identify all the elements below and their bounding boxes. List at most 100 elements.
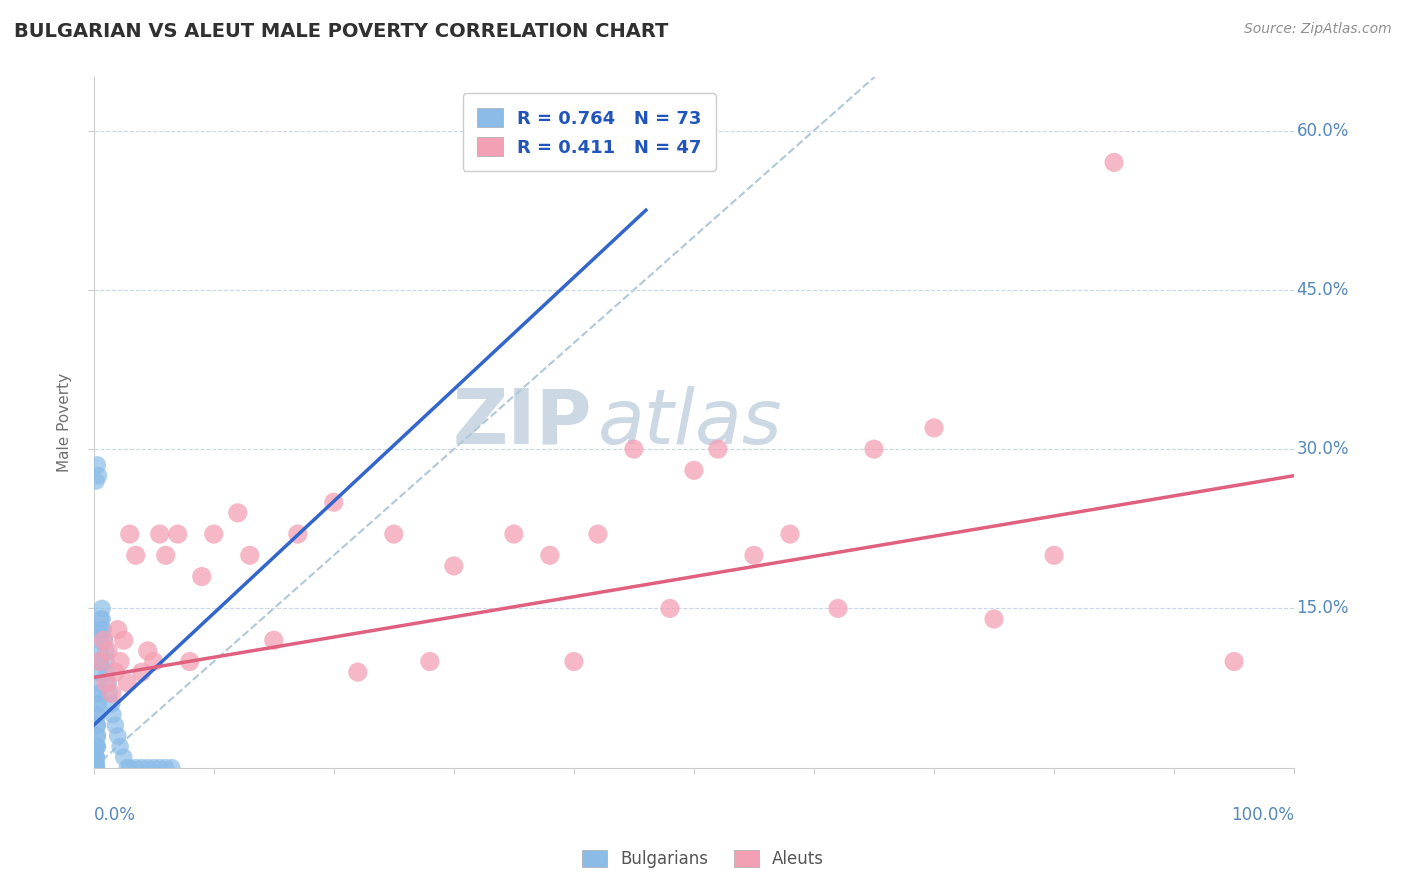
Legend: Bulgarians, Aleuts: Bulgarians, Aleuts	[575, 843, 831, 875]
Point	[84, 750, 107, 764]
Point	[84, 761, 107, 775]
Point	[166, 527, 188, 541]
Point	[94, 675, 117, 690]
Point	[84, 750, 107, 764]
Point	[190, 569, 212, 583]
Point	[84, 761, 107, 775]
Point	[149, 761, 172, 775]
Point	[84, 761, 107, 775]
Point	[84, 750, 107, 764]
Point	[91, 612, 114, 626]
Point	[86, 697, 108, 711]
Point	[1043, 549, 1066, 563]
Point	[97, 675, 120, 690]
Point	[87, 665, 110, 680]
Point	[84, 761, 107, 775]
Point	[707, 442, 730, 456]
Point	[91, 633, 114, 648]
Point	[586, 527, 609, 541]
Point	[84, 761, 107, 775]
Point	[86, 729, 108, 743]
Point	[86, 718, 108, 732]
Point	[142, 761, 165, 775]
Point	[382, 527, 405, 541]
Point	[1102, 155, 1125, 169]
Point	[142, 655, 165, 669]
Point	[179, 655, 201, 669]
Point	[104, 665, 127, 680]
Text: 60.0%: 60.0%	[1296, 121, 1348, 139]
Point	[131, 761, 153, 775]
Point	[100, 686, 122, 700]
Point	[202, 527, 225, 541]
Point	[84, 756, 107, 770]
Point	[136, 644, 159, 658]
Point	[538, 549, 561, 563]
Point	[87, 655, 110, 669]
Point	[84, 761, 107, 775]
Point	[112, 633, 135, 648]
Point	[1223, 655, 1246, 669]
Point	[84, 761, 107, 775]
Text: 100.0%: 100.0%	[1232, 805, 1294, 823]
Point	[155, 549, 177, 563]
Point	[107, 623, 129, 637]
Point	[91, 623, 114, 637]
Point	[107, 729, 129, 743]
Point	[155, 761, 177, 775]
Point	[108, 739, 131, 754]
Point	[863, 442, 886, 456]
Y-axis label: Male Poverty: Male Poverty	[58, 373, 72, 472]
Point	[322, 495, 344, 509]
Point	[86, 729, 108, 743]
Point	[89, 623, 111, 637]
Point	[160, 761, 183, 775]
Point	[84, 761, 107, 775]
Point	[86, 707, 108, 722]
Point	[87, 697, 110, 711]
Point	[125, 549, 148, 563]
Point	[84, 761, 107, 775]
Point	[84, 761, 107, 775]
Text: 45.0%: 45.0%	[1296, 281, 1348, 299]
Point	[226, 506, 249, 520]
Point	[112, 750, 135, 764]
Point	[623, 442, 645, 456]
Point	[94, 655, 117, 669]
Point	[86, 739, 108, 754]
Point	[84, 761, 107, 775]
Point	[84, 761, 107, 775]
Point	[136, 761, 159, 775]
Legend: R = 0.764   N = 73, R = 0.411   N = 47: R = 0.764 N = 73, R = 0.411 N = 47	[463, 94, 716, 171]
Point	[84, 761, 107, 775]
Point	[104, 718, 127, 732]
Point	[84, 761, 107, 775]
Point	[419, 655, 441, 669]
Point	[502, 527, 524, 541]
Point	[779, 527, 801, 541]
Point	[87, 686, 110, 700]
Point	[983, 612, 1005, 626]
Point	[84, 761, 107, 775]
Point	[131, 665, 153, 680]
Point	[346, 665, 368, 680]
Point	[562, 655, 585, 669]
Point	[263, 633, 285, 648]
Point	[84, 739, 107, 754]
Text: 15.0%: 15.0%	[1296, 599, 1348, 617]
Point	[827, 601, 849, 615]
Point	[93, 633, 115, 648]
Point	[89, 655, 111, 669]
Point	[84, 739, 107, 754]
Point	[287, 527, 309, 541]
Point	[97, 644, 120, 658]
Text: Source: ZipAtlas.com: Source: ZipAtlas.com	[1244, 22, 1392, 37]
Point	[89, 644, 111, 658]
Point	[239, 549, 262, 563]
Point	[117, 675, 139, 690]
Point	[658, 601, 681, 615]
Point	[87, 686, 110, 700]
Point	[87, 675, 110, 690]
Point	[84, 474, 107, 488]
Point	[100, 697, 122, 711]
